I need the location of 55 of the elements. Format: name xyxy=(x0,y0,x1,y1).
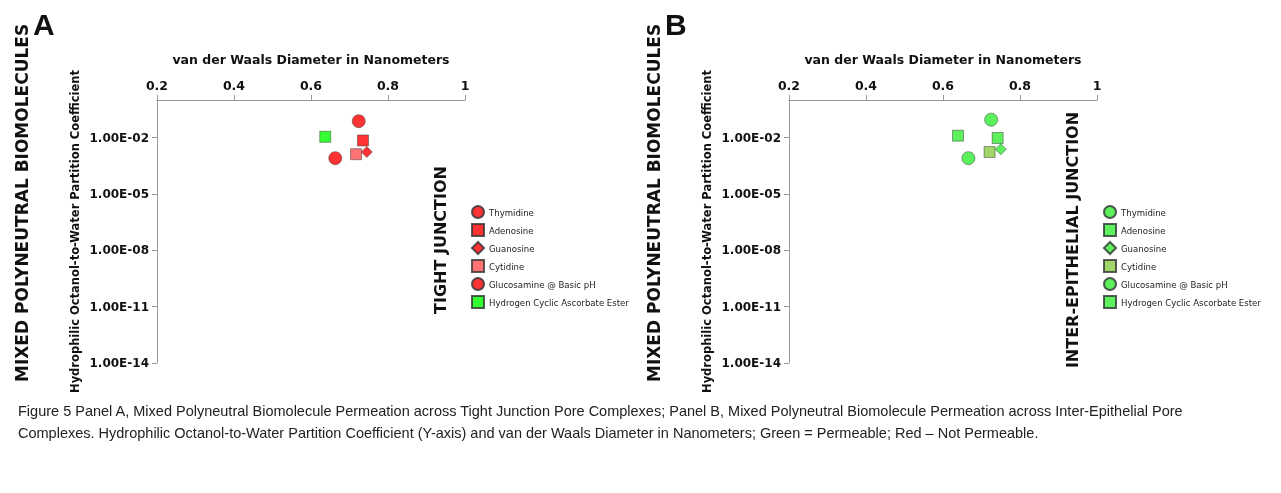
y-tick-label: 1.00E-08 xyxy=(89,243,149,258)
chart-title: B xyxy=(665,7,687,41)
y-axis-title: Hydrophilic Octanol-to-Water Partition Coefficient xyxy=(68,69,82,394)
y-tick-label: 1.00E-14 xyxy=(89,355,149,370)
point xyxy=(361,146,373,158)
y-axis-title: Hydrophilic Octanol-to-Water Partition Coefficient xyxy=(700,69,714,394)
point xyxy=(991,132,1004,144)
y-tick-label: 1.00E-02 xyxy=(721,130,781,145)
point xyxy=(984,112,998,127)
x-tick-label: 0.6 xyxy=(931,78,955,93)
legend-label: Thymidine xyxy=(1120,206,1166,218)
x-tick-label: 0.2 xyxy=(145,78,169,93)
x-tick-label: 0.8 xyxy=(376,78,400,93)
legend-label: Hydrogen Cyclic Ascorbate Ester xyxy=(1121,296,1262,308)
x-tick-label: 0.8 xyxy=(1008,78,1032,93)
x-axis-title: van der Waals Diameter in Nanometers xyxy=(804,52,1082,67)
legend-label: Adenosine xyxy=(489,224,534,236)
x-axis-title: van der Waals Diameter in Nanometers xyxy=(172,52,450,67)
legend-label: Guanosine xyxy=(1121,242,1167,254)
point xyxy=(357,134,369,147)
legend-label: Glucosamine @ Basic pH xyxy=(1121,278,1228,290)
point xyxy=(994,143,1007,156)
y-tick-label: 1.00E-11 xyxy=(89,299,149,314)
text: MIXED POLYNEUTRAL BIOMOLECULES xyxy=(11,23,32,382)
point xyxy=(983,146,996,158)
y-tick-label: 1.00E-08 xyxy=(721,243,781,258)
x-tick-label: 0.6 xyxy=(299,78,323,93)
x-tick-label: 1 xyxy=(1092,78,1102,93)
point xyxy=(350,148,362,161)
y-tick-label: 1.00E-14 xyxy=(721,355,781,370)
legend-label: Glucosamine @ Basic pH xyxy=(489,278,596,290)
x-tick-label: 0.4 xyxy=(222,78,246,93)
legend-label: Guanosine xyxy=(489,242,535,254)
legend-label: Adenosine xyxy=(1121,224,1166,236)
x-tick-label: 0.2 xyxy=(777,78,801,93)
legend-label: Cytidine xyxy=(489,260,525,272)
legend-label: Cytidine xyxy=(1121,260,1157,272)
point xyxy=(319,130,332,143)
caption: Figure 5 Panel A, Mixed Polyneutral Biomolecule Permeation across Tight Junction Pore Complexes; Panel B, Mixed Polyneutral Biomolecule Permeation across Inter-Epithelial Pore Complexes. Hydrophilic Octanol-to-Water Partition Coefficient (Y-axis) and van der Waals Diameter in Nanometers; Green = Permeable; Red – Not Permeable. xyxy=(18,402,1184,443)
legend-label: Thymidine xyxy=(488,206,534,218)
chart-title: A xyxy=(33,7,55,41)
point xyxy=(952,129,964,142)
annotation: INTER-EPITHELIAL JUNCTION xyxy=(1062,111,1082,369)
annotation: TIGHT JUNCTION xyxy=(430,166,450,314)
point xyxy=(351,114,366,128)
x-tick-label: 1 xyxy=(460,78,470,93)
y-tick-label: 1.00E-11 xyxy=(721,299,781,314)
x-tick-label: 0.4 xyxy=(854,78,878,93)
y-tick-label: 1.00E-05 xyxy=(721,186,781,201)
point xyxy=(328,151,343,165)
y-tick-label: 1.00E-05 xyxy=(89,186,149,201)
y-tick-label: 1.00E-02 xyxy=(89,130,149,145)
legend-label: Hydrogen Cyclic Ascorbate Ester xyxy=(489,296,630,308)
point xyxy=(961,151,976,165)
text: MIXED POLYNEUTRAL BIOMOLECULES xyxy=(643,23,664,382)
